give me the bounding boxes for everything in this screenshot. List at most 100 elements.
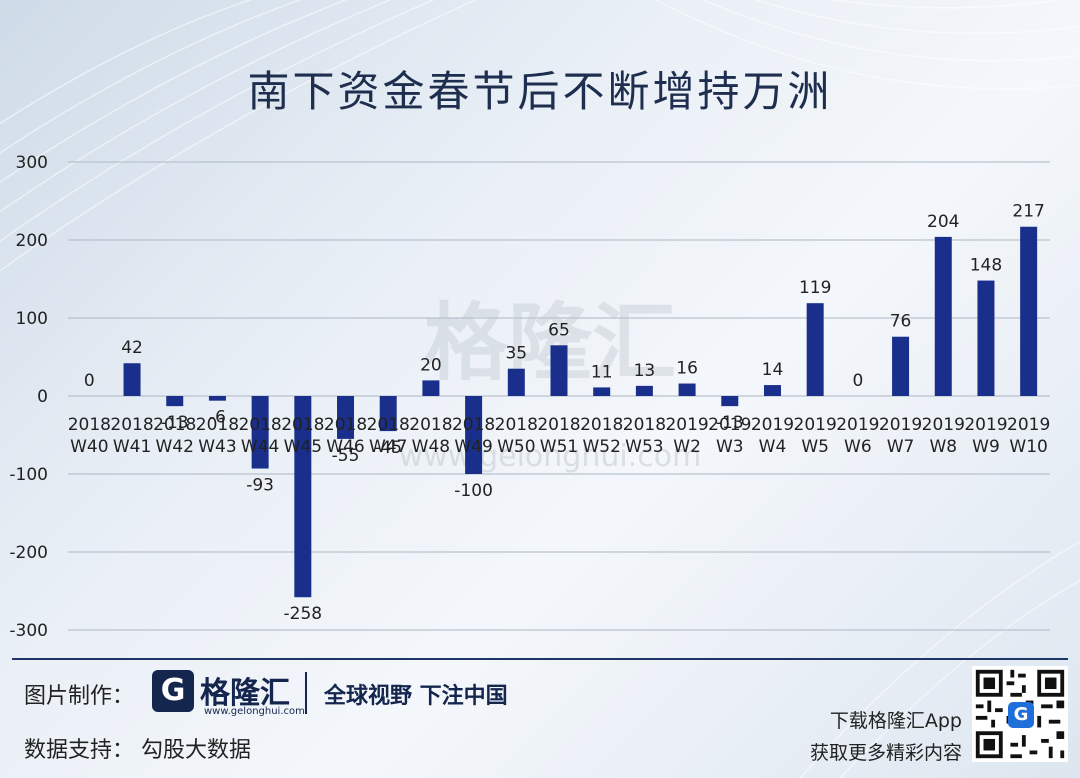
x-tick-label-week: W10 (1009, 437, 1047, 457)
x-tick-label-year: 2019 (922, 415, 965, 435)
x-tick-label-week: W46 (326, 437, 364, 457)
x-tick-label-week: W44 (241, 437, 279, 457)
data-label: 14 (762, 360, 784, 380)
x-tick-label-year: 2019 (1007, 415, 1050, 435)
data-label: 119 (799, 278, 831, 298)
x-tick-label-week: W8 (929, 437, 957, 457)
x-tick-label-year: 2018 (68, 415, 111, 435)
x-tick-label-year: 2018 (623, 415, 666, 435)
x-tick-label-year: 2018 (452, 415, 495, 435)
x-tick-label-year: 2018 (580, 415, 623, 435)
bar (1020, 226, 1038, 396)
x-tick-label-week: W41 (113, 437, 151, 457)
x-tick-label-week: W2 (673, 437, 701, 457)
x-tick-label-week: W50 (497, 437, 535, 457)
x-tick-label-week: W47 (369, 437, 407, 457)
data-label: 13 (634, 361, 656, 381)
bar (166, 396, 184, 407)
x-tick-label-year: 2018 (110, 415, 153, 435)
data-label: 35 (505, 344, 527, 364)
x-tick-label-year: 2019 (665, 415, 708, 435)
x-tick-label-year: 2018 (495, 415, 538, 435)
bar (934, 236, 952, 396)
x-tick-label-year: 2019 (836, 415, 879, 435)
watermark-url: www.gelonghui.com (399, 439, 702, 474)
bar (806, 303, 824, 396)
credit-data-source: 数据支持： 勾股大数据 (24, 738, 251, 763)
bar (294, 396, 312, 598)
bar (123, 363, 141, 396)
bar (507, 368, 525, 396)
x-tick-label-year: 2018 (367, 415, 410, 435)
x-tick-label-week: W40 (70, 437, 108, 457)
watermark-text: 格隆汇 (424, 294, 676, 392)
x-tick-label-week: W52 (582, 437, 620, 457)
x-tick-label-week: W7 (887, 437, 915, 457)
data-label: -93 (246, 476, 274, 496)
logo-separator (305, 672, 307, 714)
bar (379, 396, 397, 432)
x-tick-label-week: W51 (540, 437, 578, 457)
slogan: 全球视野 下注中国 (324, 684, 508, 709)
app-more-text: 获取更多精彩内容 (809, 742, 962, 764)
x-tick-label-year: 2018 (196, 415, 239, 435)
data-label: 148 (970, 256, 1002, 276)
x-tick-label-year: 2018 (324, 415, 367, 435)
y-tick-label: -300 (9, 621, 48, 641)
data-label: 204 (927, 212, 959, 232)
logo-name: 格隆汇 (200, 676, 290, 711)
bar (763, 385, 781, 396)
x-tick-label-year: 2019 (879, 415, 922, 435)
data-label: 217 (1012, 202, 1044, 222)
footer-divider (12, 658, 1068, 660)
bar (635, 385, 653, 396)
x-tick-label-year: 2018 (537, 415, 580, 435)
data-label: 11 (591, 362, 613, 382)
bar (550, 345, 568, 396)
x-tick-label-year: 2018 (153, 415, 196, 435)
x-tick-label-year: 2018 (409, 415, 452, 435)
bar (337, 396, 355, 439)
x-tick-label-week: W53 (625, 437, 663, 457)
x-tick-label-year: 2019 (708, 415, 751, 435)
data-label: 0 (852, 371, 863, 391)
data-label: -13 (716, 413, 744, 433)
data-label: -13 (161, 413, 189, 433)
x-tick-label-week: W3 (716, 437, 744, 457)
x-tick-label-week: W42 (156, 437, 194, 457)
bar (977, 280, 995, 396)
x-tick-label-year: 2019 (794, 415, 837, 435)
gelonghui-logo-icon: G (152, 670, 194, 712)
x-tick-label-week: W49 (454, 437, 492, 457)
chart-title: 南下资金春节后不断增持万洲 (247, 67, 833, 116)
x-tick-label-week: W43 (198, 437, 236, 457)
bar (892, 336, 910, 396)
x-tick-label-year: 2018 (281, 415, 324, 435)
x-tick-label-year: 2018 (238, 415, 281, 435)
data-label: 42 (121, 338, 143, 358)
bar (251, 396, 269, 469)
credit-made-label: 图片制作： (24, 684, 135, 709)
bar (422, 380, 440, 396)
bar (465, 396, 483, 474)
x-tick-label-year: 2019 (751, 415, 794, 435)
y-tick-label: 0 (37, 387, 48, 407)
data-label: -258 (284, 604, 323, 624)
x-tick-label-week: W4 (759, 437, 787, 457)
data-label: -55 (332, 446, 360, 466)
bar (721, 396, 739, 407)
logo-url: www.gelonghui.com (204, 706, 305, 717)
y-tick-label: -100 (9, 465, 48, 485)
y-tick-label: 200 (16, 231, 48, 251)
x-tick-label-week: W45 (284, 437, 322, 457)
x-tick-label-year: 2019 (964, 415, 1007, 435)
data-label: -6 (209, 408, 226, 428)
qr-code-icon[interactable] (972, 666, 1068, 762)
bar (593, 387, 611, 396)
data-label: 0 (84, 371, 95, 391)
data-label: 16 (676, 359, 698, 379)
x-tick-label-week: W5 (801, 437, 829, 457)
data-label: 20 (420, 355, 442, 375)
bar-chart: 格隆汇www.gelonghui.com3002001000-100-200-3… (9, 153, 1050, 641)
x-tick-label-week: W48 (412, 437, 450, 457)
